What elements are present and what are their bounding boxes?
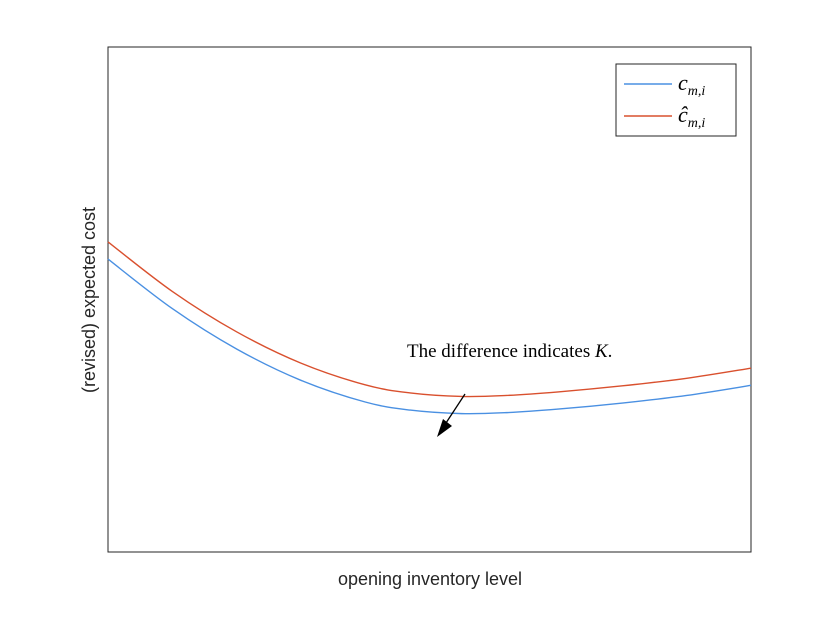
annotation: The difference indicates K.: [407, 341, 612, 437]
legend-box: [615, 63, 737, 137]
y-axis-label: (revised) expected cost: [79, 207, 99, 393]
legend: cm,i ĉm,i: [615, 63, 737, 137]
series-layer: [107, 241, 752, 415]
annotation-arrow-shaft: [443, 393, 466, 427]
annotation-arrow-head: [437, 419, 452, 437]
series-line-1: [107, 258, 752, 415]
x-axis-label: opening inventory level: [338, 569, 522, 589]
series-line-2: [107, 241, 752, 398]
legend-label-series-2: ĉm,i: [678, 102, 705, 131]
annotation-text: The difference indicates K.: [407, 341, 612, 362]
legend-label-series-1: cm,i: [678, 70, 705, 99]
